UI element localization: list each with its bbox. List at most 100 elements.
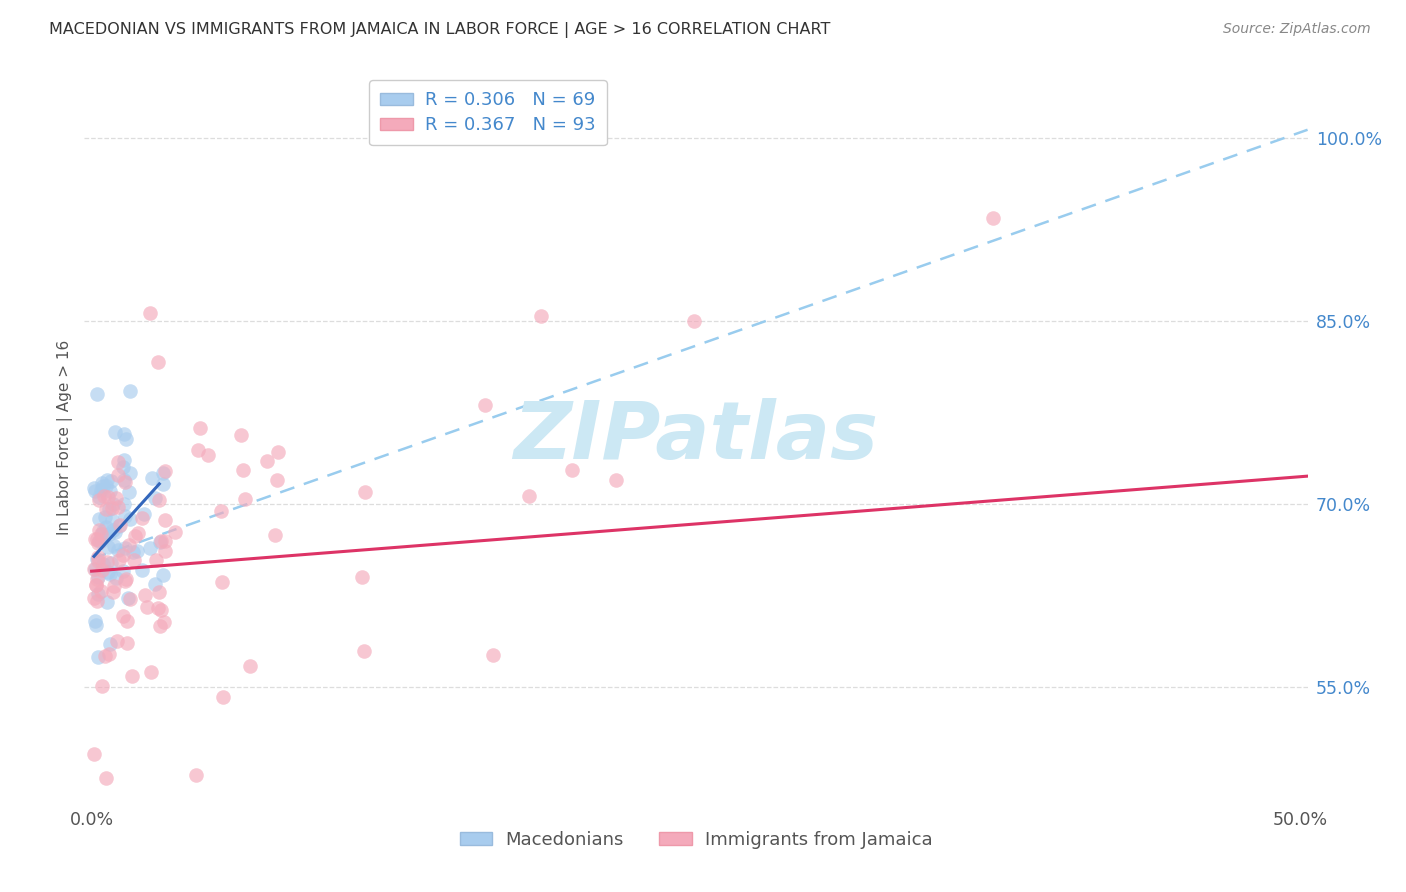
Point bbox=[91, 557, 114, 571]
Point bbox=[90, 476, 112, 491]
Point bbox=[112, 427, 135, 442]
Point bbox=[683, 314, 706, 328]
Point bbox=[101, 497, 124, 511]
Point bbox=[115, 572, 138, 586]
Point bbox=[86, 532, 108, 546]
Point bbox=[83, 481, 105, 495]
Point bbox=[115, 432, 138, 446]
Point bbox=[561, 463, 583, 477]
Point bbox=[155, 464, 177, 478]
Point bbox=[152, 476, 174, 491]
Point bbox=[184, 768, 207, 782]
Point bbox=[103, 579, 125, 593]
Point bbox=[148, 601, 170, 615]
Point bbox=[96, 555, 118, 569]
Point bbox=[148, 584, 170, 599]
Point bbox=[98, 483, 121, 498]
Point bbox=[96, 520, 118, 534]
Point bbox=[149, 533, 172, 548]
Point bbox=[98, 502, 121, 516]
Point bbox=[86, 552, 108, 566]
Point bbox=[145, 553, 167, 567]
Point bbox=[96, 772, 118, 786]
Point bbox=[152, 615, 174, 629]
Point bbox=[93, 479, 115, 493]
Point bbox=[100, 475, 122, 489]
Point bbox=[148, 492, 170, 507]
Point bbox=[111, 459, 134, 474]
Point bbox=[132, 507, 155, 521]
Point bbox=[86, 554, 108, 568]
Point bbox=[114, 541, 136, 556]
Point bbox=[354, 484, 377, 499]
Point bbox=[519, 489, 541, 503]
Point bbox=[209, 504, 232, 518]
Point bbox=[101, 523, 124, 537]
Point bbox=[101, 513, 124, 527]
Point bbox=[96, 479, 118, 493]
Point bbox=[94, 649, 117, 664]
Point bbox=[111, 608, 134, 623]
Point bbox=[124, 529, 146, 543]
Point bbox=[981, 211, 1004, 225]
Point bbox=[152, 567, 174, 582]
Point bbox=[86, 594, 108, 608]
Point bbox=[104, 491, 127, 506]
Point bbox=[482, 648, 505, 663]
Point bbox=[187, 442, 209, 457]
Point bbox=[605, 473, 627, 487]
Point bbox=[83, 562, 105, 576]
Point bbox=[107, 467, 129, 482]
Point bbox=[114, 475, 136, 489]
Point bbox=[105, 634, 128, 648]
Point bbox=[97, 540, 120, 554]
Point bbox=[86, 573, 108, 587]
Point bbox=[104, 571, 127, 585]
Point bbox=[350, 570, 373, 584]
Point bbox=[152, 467, 174, 481]
Point bbox=[87, 523, 110, 537]
Point bbox=[97, 490, 120, 504]
Point bbox=[117, 614, 139, 628]
Point bbox=[87, 492, 110, 507]
Point bbox=[90, 526, 112, 541]
Point bbox=[90, 584, 112, 599]
Point bbox=[153, 533, 176, 548]
Point bbox=[103, 539, 125, 553]
Point bbox=[112, 452, 135, 467]
Point bbox=[112, 497, 135, 511]
Point bbox=[93, 489, 115, 503]
Point bbox=[101, 500, 124, 515]
Point bbox=[107, 553, 129, 567]
Point bbox=[111, 548, 134, 562]
Point bbox=[108, 517, 131, 532]
Point bbox=[263, 528, 285, 542]
Point bbox=[117, 591, 139, 606]
Point bbox=[134, 588, 156, 602]
Point bbox=[138, 306, 160, 320]
Point bbox=[122, 553, 145, 567]
Legend: Macedonians, Immigrants from Jamaica: Macedonians, Immigrants from Jamaica bbox=[453, 823, 939, 856]
Point bbox=[114, 574, 136, 588]
Point bbox=[266, 473, 288, 487]
Point bbox=[117, 636, 139, 650]
Point bbox=[100, 556, 122, 570]
Point bbox=[107, 542, 129, 557]
Point bbox=[121, 669, 143, 683]
Point bbox=[141, 471, 163, 485]
Point bbox=[122, 545, 145, 559]
Point bbox=[163, 524, 186, 539]
Point bbox=[98, 637, 121, 651]
Point bbox=[149, 603, 172, 617]
Point bbox=[94, 510, 117, 524]
Point bbox=[87, 587, 110, 601]
Point bbox=[91, 524, 114, 538]
Text: MACEDONIAN VS IMMIGRANTS FROM JAMAICA IN LABOR FORCE | AGE > 16 CORRELATION CHAR: MACEDONIAN VS IMMIGRANTS FROM JAMAICA IN… bbox=[49, 22, 831, 38]
Point bbox=[233, 491, 256, 506]
Point bbox=[118, 467, 141, 481]
Point bbox=[97, 565, 120, 579]
Point bbox=[143, 491, 166, 505]
Point bbox=[87, 550, 110, 565]
Point bbox=[87, 650, 110, 665]
Point bbox=[149, 619, 172, 633]
